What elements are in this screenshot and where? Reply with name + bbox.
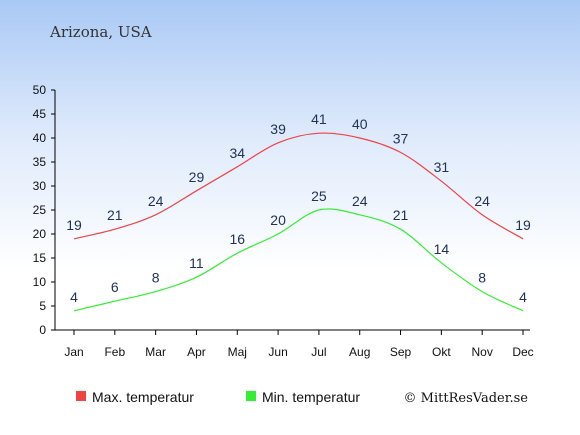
x-tick-label: Jul bbox=[311, 345, 326, 359]
legend-label-max: Max. temperatur bbox=[92, 389, 194, 405]
x-tick-label: Jan bbox=[64, 345, 83, 359]
data-labels: 19 21 24 29 34 39 41 40 37 31 24 19 4 6 8 11 16 20 25 24 21 1… bbox=[66, 111, 531, 305]
data-label: 6 bbox=[111, 279, 119, 295]
place-title: Arizona, USA bbox=[49, 23, 152, 41]
x-tick-label: Okt bbox=[432, 345, 451, 359]
x-tick-label: Maj bbox=[228, 345, 247, 359]
data-label: 8 bbox=[152, 270, 160, 286]
data-label: 29 bbox=[189, 169, 205, 185]
data-label: 8 bbox=[478, 270, 486, 286]
y-tick-label: 50 bbox=[33, 83, 47, 97]
data-label: 25 bbox=[311, 188, 327, 204]
y-tick-label: 35 bbox=[33, 155, 47, 169]
data-label: 16 bbox=[229, 231, 245, 247]
y-tick-label: 25 bbox=[33, 203, 47, 217]
x-tick-label: Mar bbox=[145, 345, 166, 359]
x-tick-label: Nov bbox=[472, 345, 493, 359]
data-label: 24 bbox=[474, 193, 490, 209]
x-tick-label: Aug bbox=[349, 345, 370, 359]
y-tick-label: 45 bbox=[33, 107, 47, 121]
data-label: 14 bbox=[434, 241, 450, 257]
data-label: 39 bbox=[270, 121, 286, 137]
data-label: 41 bbox=[311, 111, 327, 127]
data-label: 11 bbox=[189, 255, 204, 271]
x-tick-label: Feb bbox=[104, 345, 125, 359]
data-label: 37 bbox=[393, 130, 409, 146]
data-label: 21 bbox=[107, 207, 123, 223]
y-tick-label: 40 bbox=[33, 131, 47, 145]
x-tick-label: Jun bbox=[268, 345, 287, 359]
data-label: 20 bbox=[270, 212, 286, 228]
series-lines bbox=[73, 132, 524, 312]
data-label: 19 bbox=[66, 217, 82, 233]
series-line-min bbox=[73, 208, 524, 312]
data-label: 24 bbox=[148, 193, 164, 209]
data-label: 31 bbox=[434, 159, 450, 175]
data-label: 19 bbox=[515, 217, 531, 233]
x-tick-label: Apr bbox=[187, 345, 206, 359]
data-label: 34 bbox=[229, 145, 245, 161]
data-label: 21 bbox=[393, 207, 409, 223]
legend-swatch-max bbox=[76, 391, 86, 401]
data-label: 4 bbox=[519, 289, 527, 305]
y-tick-label: 5 bbox=[39, 299, 46, 313]
x-ticks: Jan Feb Mar Apr Maj Jun Jul Aug Sep Okt Nov Dec bbox=[64, 330, 534, 359]
y-ticks: 0 5 10 15 20 25 30 35 40 45 50 bbox=[33, 83, 55, 337]
y-tick-label: 10 bbox=[33, 275, 47, 289]
series-line-max bbox=[73, 132, 524, 240]
y-tick-label: 30 bbox=[33, 179, 47, 193]
legend: Max. temperatur Min. temperatur bbox=[76, 389, 360, 405]
legend-swatch-min bbox=[246, 391, 256, 401]
x-tick-label: Sep bbox=[390, 345, 412, 359]
y-tick-label: 20 bbox=[33, 227, 47, 241]
x-tick-label: Dec bbox=[512, 345, 533, 359]
data-label: 40 bbox=[352, 116, 368, 132]
y-tick-label: 15 bbox=[33, 251, 47, 265]
y-tick-label: 0 bbox=[39, 323, 46, 337]
data-label: 24 bbox=[352, 193, 368, 209]
data-label: 4 bbox=[70, 289, 78, 305]
credit-text: © MittResVader.se bbox=[404, 391, 529, 406]
legend-label-min: Min. temperatur bbox=[262, 389, 360, 405]
